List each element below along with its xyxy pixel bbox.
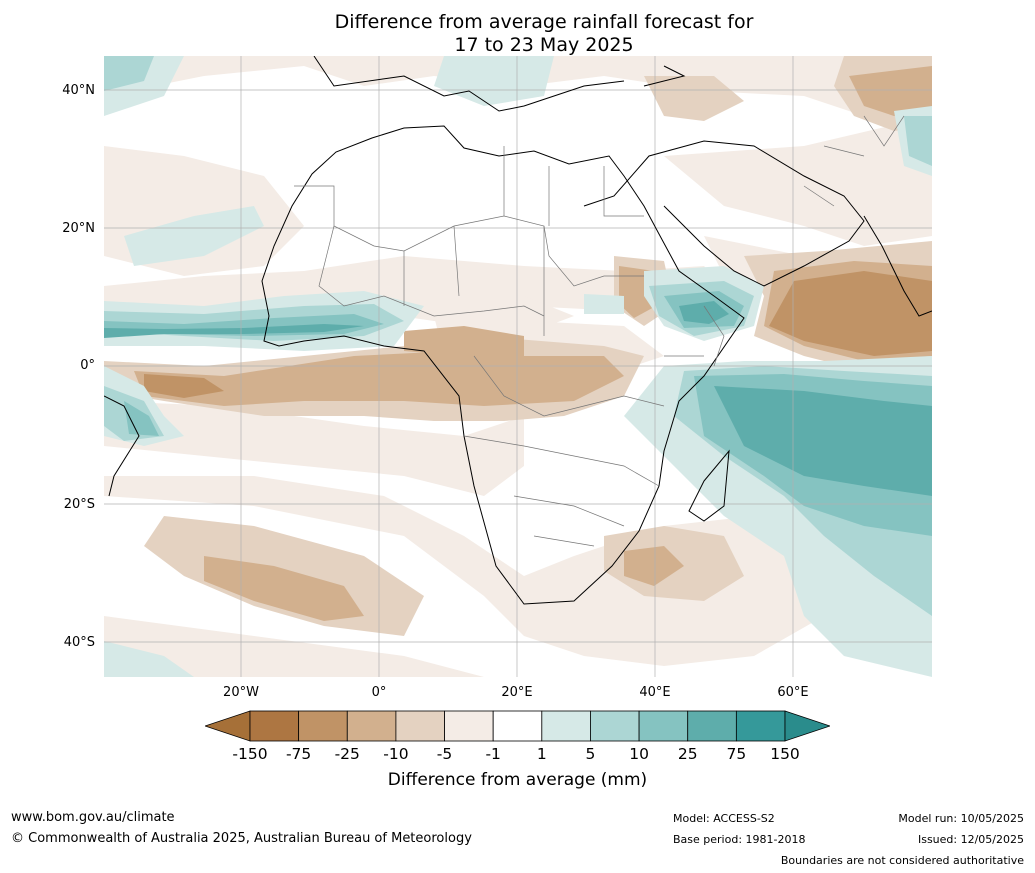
footer-model: Model: ACCESS-S2 (673, 812, 775, 825)
coastlines (104, 56, 932, 605)
colorbar-tick-label: 1 (536, 745, 547, 763)
colorbar-tick-label: -75 (285, 745, 312, 763)
footer-base-period: Base period: 1981-2018 (673, 833, 806, 846)
colorbar-bin (735, 710, 786, 742)
colorbar-extend-low (205, 710, 251, 742)
colorbar (205, 710, 830, 742)
wet-anomaly-peak-areas (104, 301, 932, 496)
lat-label-0: 0° (80, 358, 95, 373)
lat-label-40n: 40°N (62, 83, 95, 98)
colorbar-tick-label: 5 (585, 745, 596, 763)
colorbar-bin (444, 710, 494, 742)
colorbar-bin (541, 710, 591, 742)
colorbar-bin (395, 710, 445, 742)
colorbar-tick-label: -150 (232, 745, 268, 763)
map-title-line1: Difference from average rainfall forecas… (334, 11, 754, 33)
colorbar-bin (346, 710, 397, 742)
lat-label-20n: 20°N (62, 221, 95, 236)
lon-label-0: 0° (371, 685, 387, 700)
colorbar-tick-label: 25 (677, 745, 698, 763)
colorbar-bin (249, 710, 300, 742)
colorbar-label: Difference from average (mm) (387, 770, 648, 790)
lat-label-20s: 20°S (63, 497, 95, 512)
lon-label-60e: 60°E (777, 685, 809, 700)
colorbar-bin (687, 710, 737, 742)
colorbar-bin (590, 710, 640, 742)
lon-label-20e: 20°E (501, 685, 533, 700)
lon-label-20w: 20°W (223, 685, 259, 700)
footer-issued: Issued: 12/05/2025 (917, 833, 1024, 846)
colorbar-bin (638, 710, 689, 742)
lat-label-40s: 40°S (63, 635, 95, 650)
colorbar-tick-label: -5 (436, 745, 453, 763)
colorbar-tick-label: -1 (485, 745, 501, 763)
colorbar-tick-label: 10 (629, 745, 649, 763)
lon-label-40e: 40°E (639, 685, 671, 700)
map-title-line2: 17 to 23 May 2025 (454, 34, 634, 56)
footer-copyright: © Commonwealth of Australia 2025, Austra… (11, 831, 472, 846)
colorbar-bin (298, 710, 348, 742)
footer-disclaimer: Boundaries are not considered authoritat… (780, 854, 1024, 867)
country-borders (294, 115, 905, 547)
footer-website: www.bom.gov.au/climate (11, 810, 175, 825)
map-gridlines (104, 56, 932, 677)
rainfall-anomaly-map (104, 56, 932, 677)
colorbar-tick-label: 75 (726, 745, 747, 763)
footer-model-run: Model run: 10/05/2025 (898, 812, 1024, 825)
colorbar-extend-high (784, 710, 830, 742)
dry-anomaly-peak-areas (144, 271, 932, 398)
colorbar-bin (492, 710, 543, 742)
colorbar-tick-label: 150 (770, 745, 800, 763)
colorbar-tick-label: -10 (383, 745, 409, 763)
colorbar-tick-label: -25 (334, 745, 360, 763)
